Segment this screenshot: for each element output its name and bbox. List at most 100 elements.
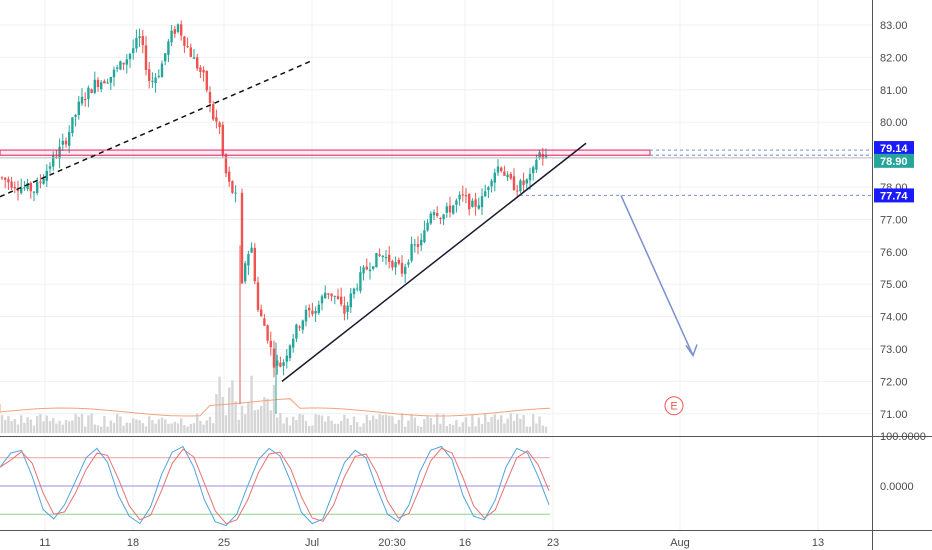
volume-bar <box>276 417 279 433</box>
candle-body <box>253 247 256 282</box>
candle-body <box>189 47 192 57</box>
candle-body <box>61 140 64 145</box>
volume-bar <box>436 413 439 433</box>
candle-body <box>490 180 493 187</box>
volume-bar <box>186 426 189 433</box>
candle-body <box>71 117 74 134</box>
candle-body <box>276 360 279 366</box>
candle-body <box>228 171 231 182</box>
candle-body <box>202 70 205 73</box>
volume-bar <box>298 413 301 433</box>
candlestick-series <box>0 20 548 414</box>
volume-bar <box>320 415 324 433</box>
volume-bar <box>205 420 208 433</box>
volume-bar <box>64 420 68 433</box>
volume-bar <box>330 420 333 433</box>
volume-bar <box>525 426 528 433</box>
candle-body <box>516 190 519 192</box>
candle-body <box>410 243 413 261</box>
volume-bar <box>157 419 160 433</box>
candle-body <box>461 194 464 196</box>
volume-bar <box>58 420 61 433</box>
volume-bar <box>13 419 16 433</box>
candle-body <box>260 309 263 317</box>
candle-body <box>116 67 119 69</box>
time-tick-label: 25 <box>218 537 230 549</box>
candle-body <box>125 59 128 65</box>
candle-body <box>90 89 93 93</box>
candle-body <box>330 293 333 297</box>
candle-body <box>544 155 548 158</box>
candle-body <box>391 260 394 268</box>
candle-body <box>100 82 103 90</box>
candle-body <box>378 254 381 256</box>
candle-body <box>429 213 432 224</box>
drawing-overlays[interactable]: E <box>0 59 872 416</box>
volume-bar <box>413 417 416 433</box>
grid-lines <box>0 0 872 530</box>
candle-body <box>346 305 349 312</box>
candle-body <box>32 191 36 193</box>
candle-body <box>205 71 208 91</box>
candle-body <box>176 24 180 32</box>
volume-bar <box>128 422 132 433</box>
candle-body <box>20 187 23 193</box>
candle-body <box>416 244 420 247</box>
volume-bar <box>452 424 455 433</box>
volume-bar <box>237 419 240 433</box>
volume-bar <box>464 417 468 433</box>
candle-body <box>535 160 538 170</box>
candle-body <box>400 262 404 274</box>
volume-bar <box>253 410 256 433</box>
candle-body <box>362 267 365 274</box>
candle-body <box>4 177 7 180</box>
volume-bar <box>394 423 397 433</box>
volume-bar <box>490 416 493 433</box>
candle-body <box>512 176 516 191</box>
volume-bar <box>234 401 237 433</box>
candle-body <box>96 79 100 88</box>
candle-body <box>256 282 260 310</box>
volume-bar <box>420 426 423 433</box>
volume-bar <box>535 423 538 433</box>
candle-body <box>26 183 29 189</box>
volume-bar <box>292 416 295 433</box>
volume-bar <box>0 415 4 433</box>
candle-body <box>436 212 439 216</box>
volume-bar <box>228 387 231 433</box>
volume-bar <box>119 416 122 433</box>
volume-bar <box>151 420 154 433</box>
volume-bar <box>250 375 253 433</box>
price-tag <box>874 153 914 168</box>
candle-body <box>464 195 468 197</box>
volume-bar <box>388 415 391 433</box>
volume-bar <box>432 424 436 433</box>
volume-bar <box>266 398 269 433</box>
candle-body <box>311 310 314 315</box>
volume-bar <box>144 426 148 433</box>
volume-bar <box>45 415 48 433</box>
candle-body <box>272 348 276 368</box>
volume-bar <box>372 415 375 433</box>
candle-body <box>196 57 199 69</box>
candle-body <box>154 77 157 84</box>
volume-bar <box>285 417 288 433</box>
candle-body <box>23 187 26 189</box>
candle-body <box>218 122 221 128</box>
volume-bar <box>301 414 304 433</box>
volume-bar <box>176 423 180 433</box>
candle-body <box>48 166 52 169</box>
candle-body <box>356 288 359 290</box>
candle-body <box>471 200 474 208</box>
candle-body <box>301 320 304 330</box>
volume-bar <box>23 422 26 433</box>
volume-bar <box>90 413 93 433</box>
volume-bar <box>349 425 352 433</box>
candle-body <box>525 179 528 184</box>
volume-bar <box>461 422 464 433</box>
volume-bar <box>356 422 359 433</box>
dashed-trendline <box>0 59 313 198</box>
volume-bar <box>42 421 45 433</box>
